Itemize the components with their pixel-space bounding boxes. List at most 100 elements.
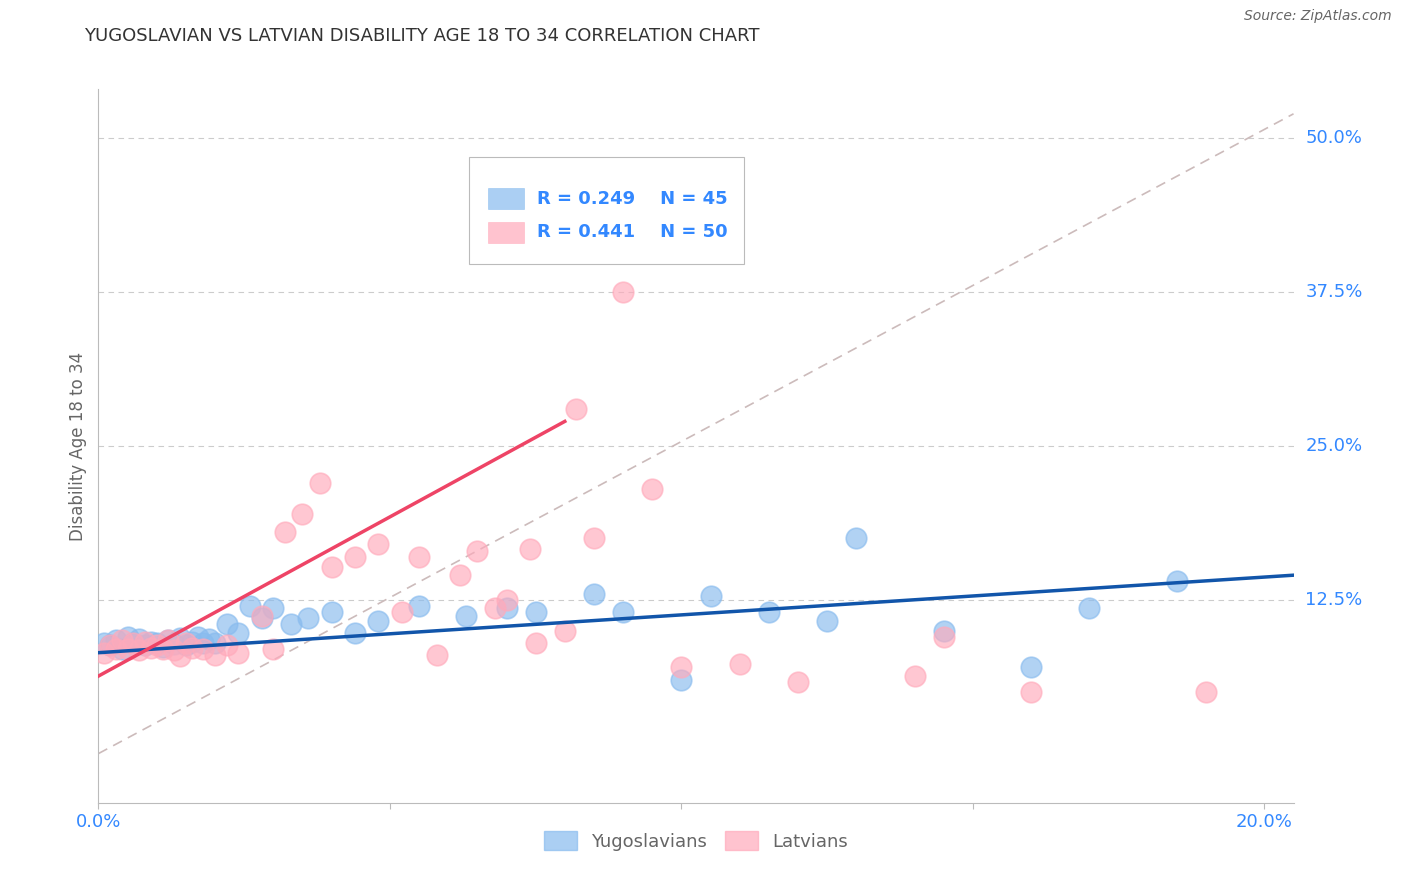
Text: Source: ZipAtlas.com: Source: ZipAtlas.com <box>1244 9 1392 23</box>
Text: 12.5%: 12.5% <box>1306 591 1362 609</box>
Point <box>1078 601 1101 615</box>
Point <box>932 624 955 638</box>
Point <box>408 599 430 613</box>
Point <box>215 638 238 652</box>
Point <box>152 640 174 654</box>
Point <box>134 638 156 652</box>
Point <box>193 642 215 657</box>
Text: 50.0%: 50.0% <box>1306 129 1362 147</box>
Point <box>903 669 925 683</box>
Point <box>425 648 447 662</box>
Point <box>280 617 302 632</box>
Point <box>128 632 150 647</box>
Point <box>524 605 547 619</box>
Point <box>582 587 605 601</box>
Text: R = 0.441    N = 50: R = 0.441 N = 50 <box>537 224 728 242</box>
Point <box>519 542 541 557</box>
Point <box>787 675 810 690</box>
Legend: Yugoslavians, Latvians: Yugoslavians, Latvians <box>537 824 855 858</box>
Point <box>111 642 134 657</box>
Point <box>228 646 250 660</box>
Point <box>215 617 238 632</box>
Point <box>612 285 634 300</box>
Point <box>204 636 226 650</box>
Point <box>163 643 186 657</box>
Point <box>174 638 197 652</box>
Point <box>122 636 145 650</box>
Point <box>157 633 180 648</box>
Point <box>93 646 115 660</box>
Point <box>297 611 319 625</box>
Point <box>122 636 145 650</box>
Point <box>495 592 517 607</box>
Point <box>134 634 156 648</box>
Point <box>198 632 221 647</box>
Point <box>309 475 332 490</box>
Point <box>239 599 262 613</box>
Point <box>699 589 721 603</box>
Point <box>612 605 634 619</box>
Point <box>321 605 343 619</box>
Point <box>467 543 489 558</box>
Point <box>932 630 955 644</box>
Point <box>228 626 250 640</box>
Point <box>408 549 430 564</box>
Text: R = 0.249    N = 45: R = 0.249 N = 45 <box>537 189 728 208</box>
Point <box>1019 660 1042 674</box>
Point <box>145 636 167 650</box>
Point <box>98 638 121 652</box>
Point <box>169 631 191 645</box>
Y-axis label: Disability Age 18 to 34: Disability Age 18 to 34 <box>69 351 87 541</box>
Point <box>565 402 588 417</box>
Point <box>449 568 471 582</box>
Point <box>104 633 127 648</box>
Point <box>367 537 389 551</box>
Point <box>169 649 191 664</box>
Point <box>104 642 127 657</box>
Point <box>495 601 517 615</box>
Point <box>204 648 226 662</box>
Point <box>128 643 150 657</box>
Point <box>174 636 197 650</box>
Point <box>98 638 121 652</box>
Text: 37.5%: 37.5% <box>1306 283 1362 301</box>
Point <box>152 642 174 657</box>
Point <box>193 636 215 650</box>
Point <box>117 642 139 657</box>
Point <box>111 633 134 648</box>
FancyBboxPatch shape <box>488 188 524 210</box>
Point <box>180 634 202 648</box>
Point <box>262 601 284 615</box>
Point <box>117 630 139 644</box>
Point <box>671 660 693 674</box>
Point <box>1166 574 1188 589</box>
Text: 25.0%: 25.0% <box>1306 437 1362 455</box>
Point <box>321 559 343 574</box>
Point <box>600 180 623 194</box>
Point <box>145 638 167 652</box>
Point <box>163 637 186 651</box>
Point <box>139 640 162 655</box>
Point <box>454 608 477 623</box>
Point <box>524 636 547 650</box>
Point <box>291 507 314 521</box>
Point <box>815 614 838 628</box>
Point <box>554 624 576 638</box>
Point <box>367 614 389 628</box>
Point <box>186 630 208 644</box>
Point <box>845 531 868 545</box>
Point <box>93 636 115 650</box>
Point <box>139 634 162 648</box>
Text: YUGOSLAVIAN VS LATVIAN DISABILITY AGE 18 TO 34 CORRELATION CHART: YUGOSLAVIAN VS LATVIAN DISABILITY AGE 18… <box>84 27 759 45</box>
Point <box>671 673 693 687</box>
Point <box>343 549 366 564</box>
Point <box>1195 685 1218 699</box>
FancyBboxPatch shape <box>488 222 524 244</box>
FancyBboxPatch shape <box>470 157 744 264</box>
Point <box>1019 685 1042 699</box>
Point <box>728 657 751 671</box>
Point <box>274 525 297 540</box>
Point <box>582 531 605 545</box>
Point <box>180 640 202 655</box>
Point <box>250 608 273 623</box>
